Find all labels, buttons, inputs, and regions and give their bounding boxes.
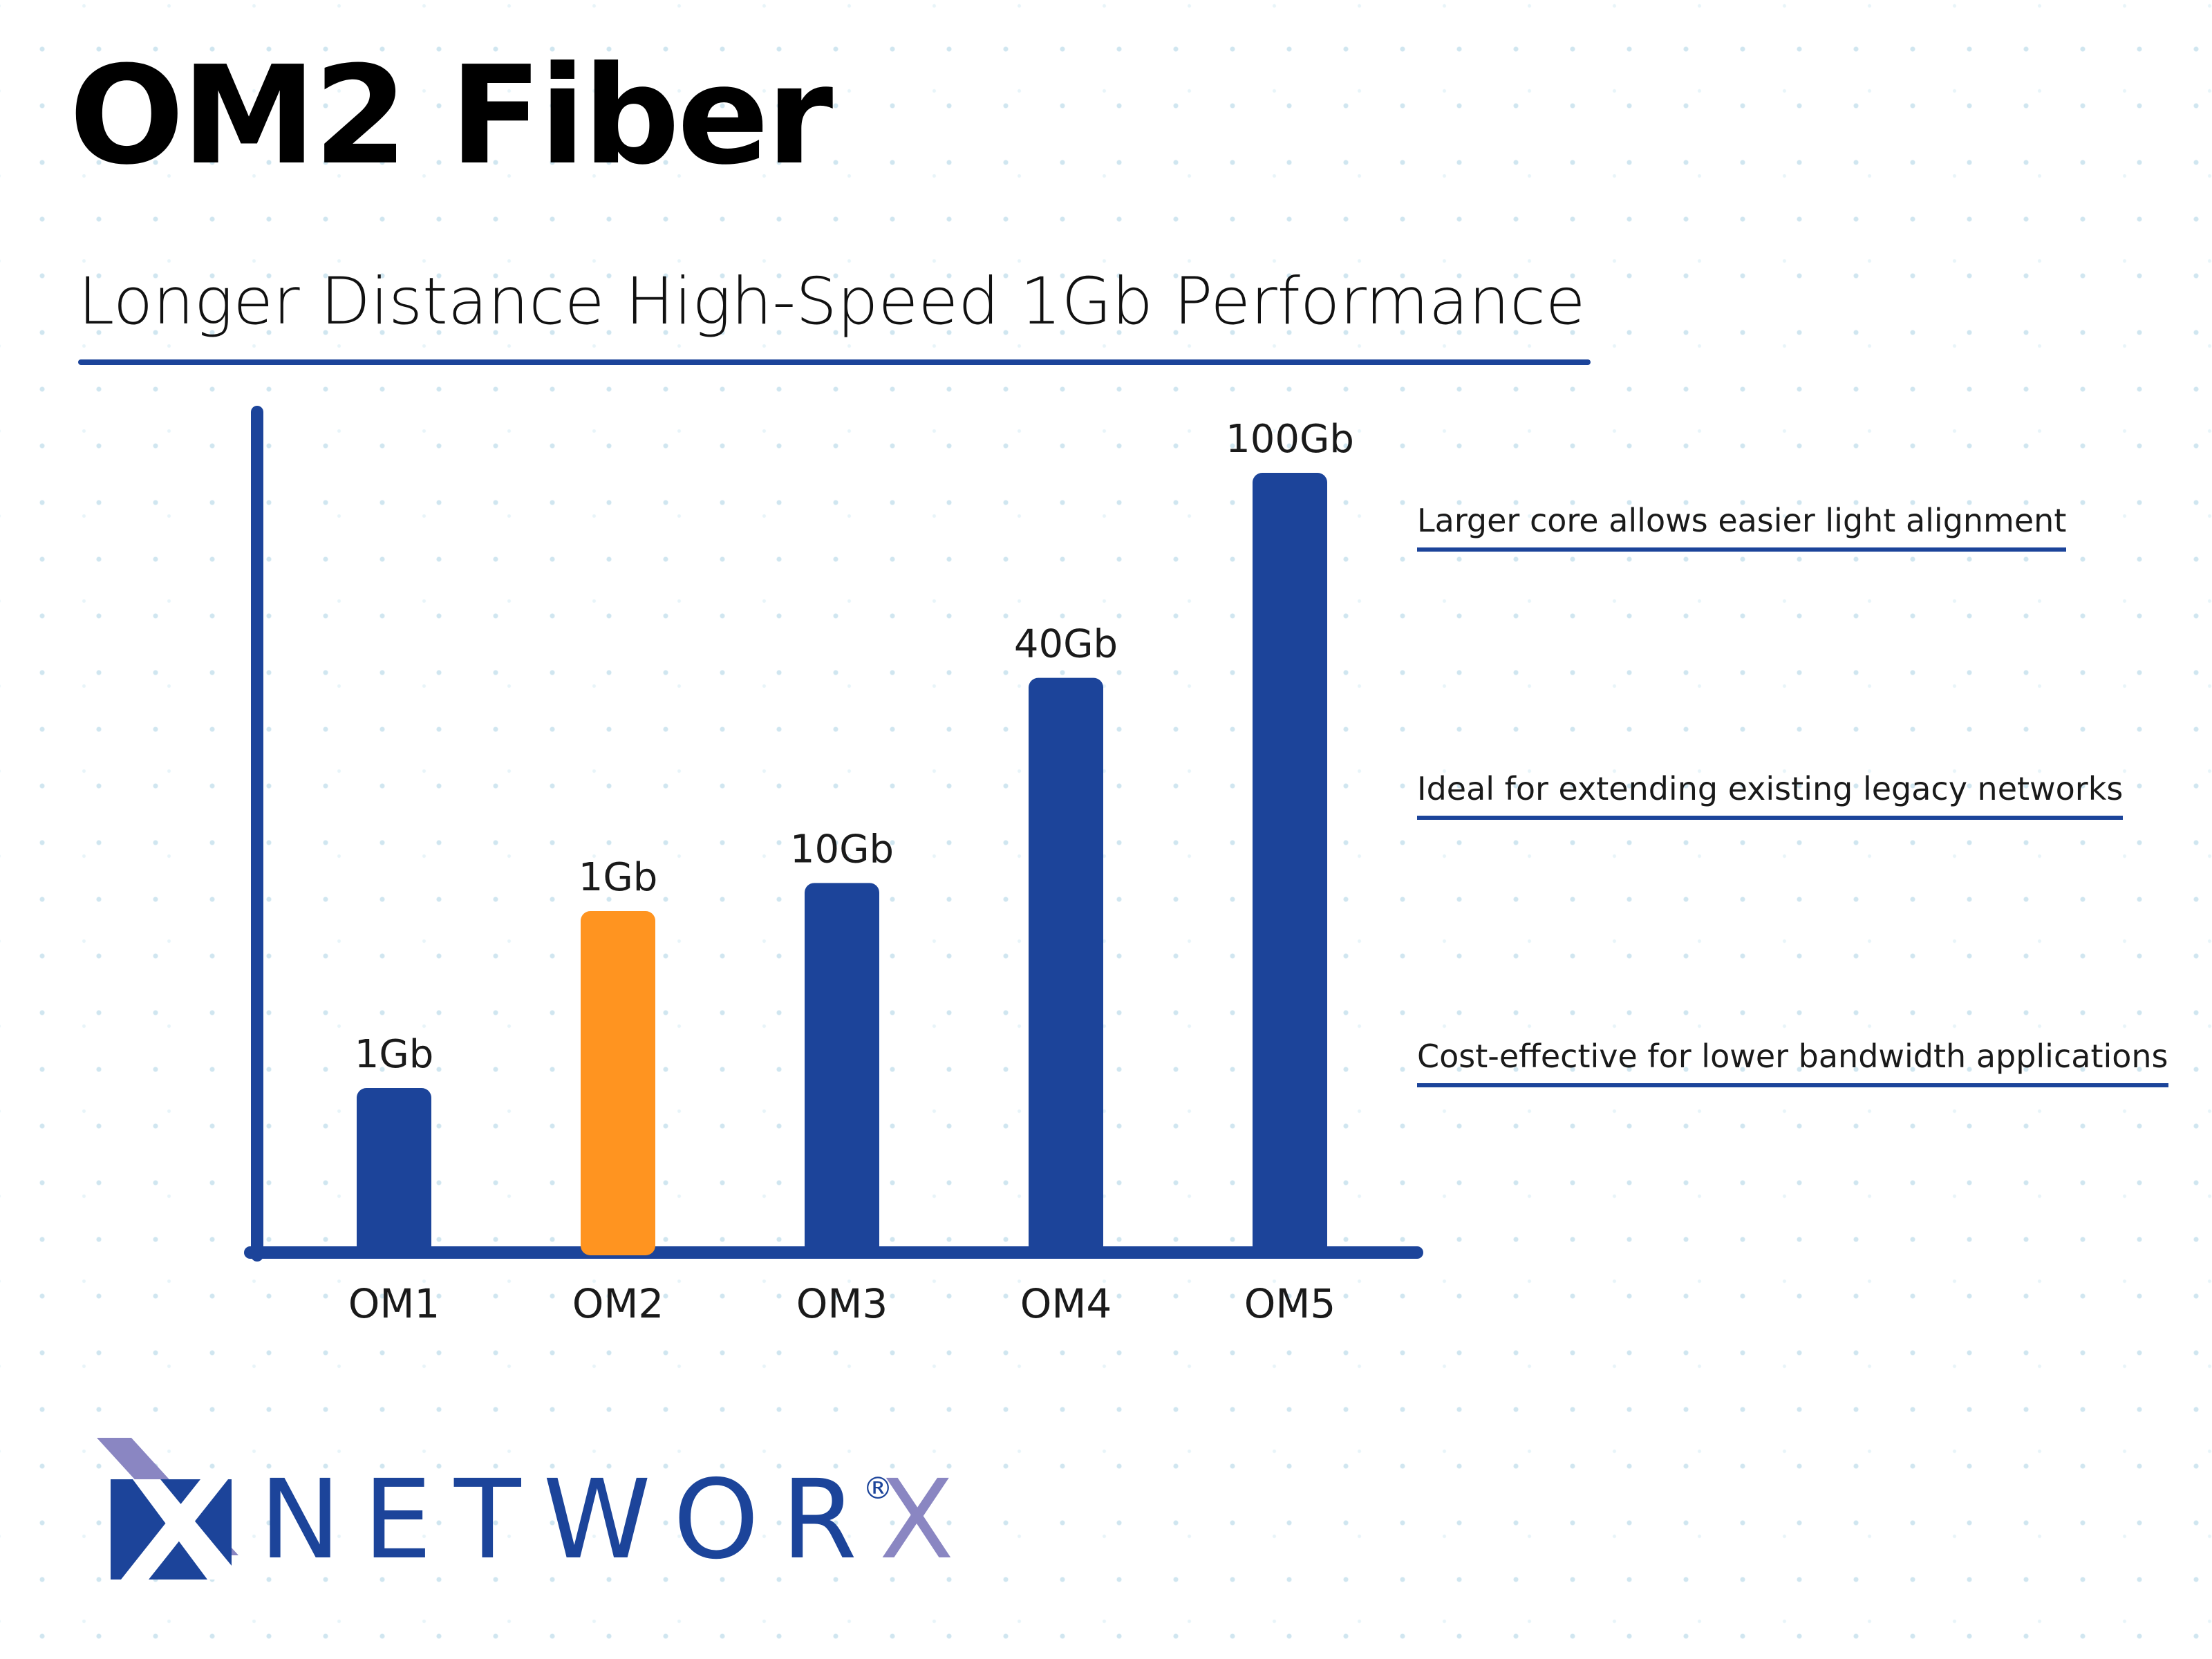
bar-om5 <box>1253 473 1327 1255</box>
logo-wordmark-dark: NETWOR <box>259 1456 879 1584</box>
bar-om2 <box>581 911 655 1255</box>
page-title: OM2 Fiber <box>69 37 833 195</box>
feature-cost-effective: Cost-effective for lower bandwidth appli… <box>1417 1040 2168 1087</box>
registered-mark: ® <box>863 1471 893 1506</box>
x-tick-label-om4: OM4 <box>1020 1280 1112 1327</box>
logo-wordmark-x: X <box>879 1456 977 1584</box>
feature-core-alignment: Larger core allows easier light alignmen… <box>1417 505 2067 552</box>
networx-x-logo-icon <box>97 1438 238 1580</box>
feature-legacy-networks: Ideal for extending existing legacy netw… <box>1417 773 2124 820</box>
data-label-om3: 10Gb <box>790 827 894 872</box>
data-label-om5: 100Gb <box>1226 417 1354 462</box>
x-tick-label-om2: OM2 <box>572 1280 664 1327</box>
page-subtitle: Longer Distance High-Speed 1Gb Performan… <box>78 264 1586 339</box>
logo-wordmark: NETWORX <box>259 1465 976 1575</box>
bandwidth-bar-chart: 1Gb OM1 1Gb OM2 10Gb OM3 40Gb OM4 100Gb OM5 <box>244 406 1423 1327</box>
x-tick-label-om3: OM3 <box>796 1280 888 1327</box>
bar-om4 <box>1029 677 1103 1255</box>
networx-logo: NETWORX ® <box>97 1438 954 1590</box>
data-label-om2: 1Gb <box>579 855 658 900</box>
data-label-om4: 40Gb <box>1014 622 1118 667</box>
x-tick-label-om1: OM1 <box>348 1280 440 1327</box>
subtitle-underline <box>78 359 1591 365</box>
data-label-om1: 1Gb <box>355 1032 434 1077</box>
bar-om3 <box>805 883 879 1255</box>
bar-om1 <box>357 1088 431 1255</box>
x-tick-label-om5: OM5 <box>1244 1280 1336 1327</box>
